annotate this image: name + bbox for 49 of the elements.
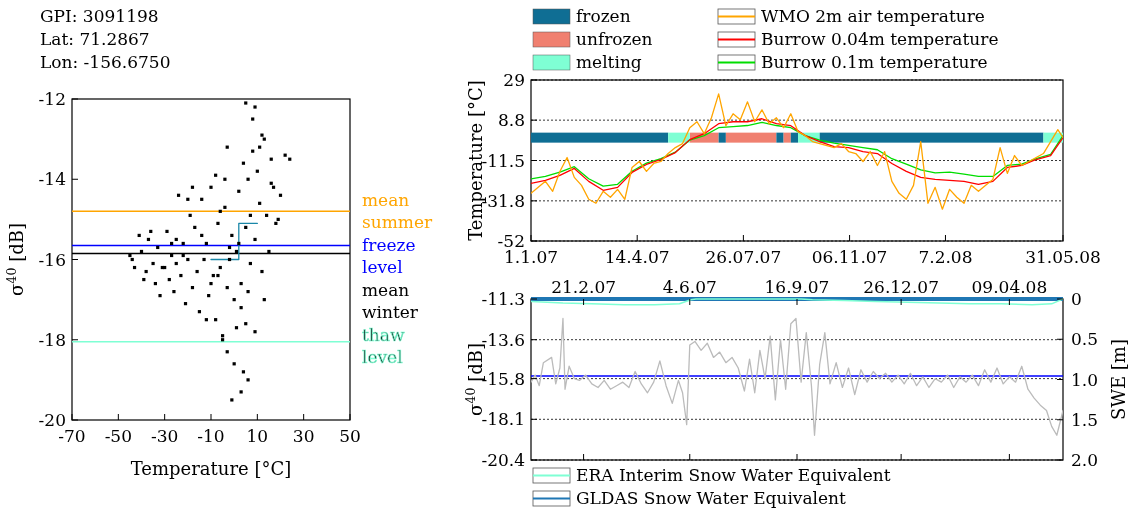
ref-line-label: mean winter (362, 280, 419, 323)
y-tick-label: 29 (503, 70, 525, 90)
x-tick-label: 7.2.08 (918, 247, 973, 267)
x-tick-label: 16.9.07 (764, 277, 830, 297)
legend-label: Burrow 0.1m temperature (761, 52, 988, 72)
text: Lat: 71.2867 (40, 29, 150, 49)
y2-tick-label: 2.0 (1071, 450, 1099, 470)
x-tick-label: -10 (197, 426, 225, 446)
y2-tick-label: 1.5 (1071, 409, 1099, 430)
y-tick-label: -12 (38, 89, 66, 109)
x-tick-label: 26.07.07 (705, 247, 782, 267)
line-series (531, 93, 1063, 210)
x-tick-label: 14.4.07 (604, 247, 670, 267)
x-tick-label: 30 (292, 426, 315, 446)
legend-label: ERA Interim Snow Water Equivalent (576, 465, 891, 485)
legend-label: GLDAS Snow Water Equivalent (576, 488, 847, 508)
y-tick-label: -18.1 (481, 409, 525, 430)
text: GPI: 3091198 (40, 6, 159, 26)
legend-label: Burrow 0.04m temperature (761, 29, 999, 49)
x-tick-label: 10 (246, 426, 269, 446)
x-tick-label: -50 (104, 426, 133, 446)
ref-line-label: freeze level (362, 235, 416, 278)
y-tick-label: 8.8 (497, 110, 525, 131)
x-tick-label: 09.04.08 (971, 277, 1048, 297)
y-tick-label: -16 (38, 249, 66, 270)
x-tick-label: 26.12.07 (863, 277, 939, 297)
legend-label: WMO 2m air temperature (761, 6, 985, 26)
y2-axis-title: SWE [m] (1108, 339, 1129, 420)
x-tick-label: 4.6.07 (662, 277, 717, 297)
line-series (531, 317, 1063, 436)
y2-tick-label: 1.0 (1071, 369, 1099, 390)
y2-tick-label: 0.5 (1071, 329, 1099, 350)
x-tick-label: 06.11.07 (811, 247, 888, 267)
y-tick-label: -18 (38, 329, 66, 350)
x-tick-label: 31.05.08 (1025, 247, 1101, 267)
ref-line-label: thaw level (362, 325, 405, 368)
y-tick-label: -20.4 (481, 450, 525, 470)
x-tick-label: 21.2.07 (551, 277, 617, 297)
legend-label: frozen (576, 6, 631, 26)
x-tick-label: 50 (339, 426, 361, 446)
y2-tick-label: 0 (1071, 289, 1082, 309)
y-tick-label: -14 (38, 169, 66, 190)
x-tick-label: -30 (150, 426, 179, 446)
legend-label: melting (576, 52, 642, 72)
text: Lon: -156.6750 (40, 52, 171, 72)
ref-line-label: mean summer (362, 190, 433, 233)
legend-label: unfrozen (576, 29, 653, 49)
x-axis-title: Temperature [°C] (130, 458, 292, 479)
y-tick-label: -11.3 (481, 289, 525, 309)
